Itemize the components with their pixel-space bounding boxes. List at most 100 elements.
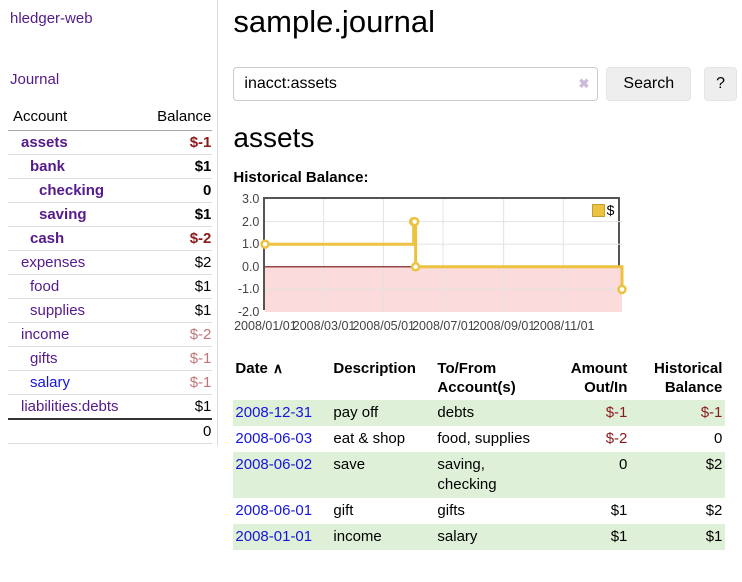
x-tick-label: 2008/11/01 [532, 319, 595, 333]
account-row: bank $1 [8, 154, 213, 179]
register-amount: $1 [610, 528, 628, 545]
register-accounts: gifts [437, 502, 465, 519]
account-link-supplies[interactable]: supplies [30, 302, 86, 319]
register-balance: $1 [705, 528, 723, 545]
account-link-expenses[interactable]: expenses [21, 254, 86, 271]
accounts-col-account: Account [8, 106, 141, 131]
register-date-link[interactable]: 2008-01-01 [235, 528, 313, 545]
register-header-row: Date ∧ Description To/From Account(s) Amo… [233, 357, 725, 400]
account-balance: $-1 [140, 370, 213, 395]
register-row: 2008-06-03 eat & shop food, supplies $-2 0 [233, 426, 725, 452]
accounts-col-balance: Balance [140, 106, 213, 131]
chart-title: Historical Balance: [233, 169, 369, 186]
account-link-food[interactable]: food [30, 278, 60, 295]
account-row: income $-2 [8, 322, 213, 347]
clear-search-icon[interactable]: ✖ [578, 76, 590, 91]
brand-link[interactable]: hledger-web [10, 10, 93, 27]
register-col-accounts: To/From Account(s) [437, 360, 516, 396]
account-row: gifts $-1 [8, 346, 213, 371]
account-cell: salary [8, 370, 141, 395]
account-cell: income [8, 322, 141, 347]
account-cell: expenses [8, 250, 141, 275]
account-cell: gifts [8, 346, 141, 371]
register-row: 2008-12-31 pay off debts $-1 $-1 [233, 400, 726, 426]
account-balance: $1 [140, 274, 213, 299]
account-link-cash[interactable]: cash [30, 230, 65, 247]
search-input[interactable] [233, 67, 599, 101]
register-description: eat & shop [333, 430, 406, 447]
account-cell: saving [8, 202, 141, 227]
x-tick-label: 2008/01/01 [234, 319, 297, 333]
register-date-link[interactable]: 2008-06-03 [235, 430, 313, 447]
sidebar-item-journal[interactable]: Journal [10, 71, 60, 88]
register-amount: 0 [619, 456, 628, 473]
account-link-saving[interactable]: saving [39, 206, 87, 223]
account-balance: $1 [140, 154, 213, 179]
account-link-salary[interactable]: salary [30, 374, 71, 391]
accounts-total-value: 0 [140, 418, 213, 444]
data-point-marker [410, 216, 420, 227]
data-point-marker [411, 262, 421, 272]
register-row: 2008-06-02 save saving, checking 0 $2 [233, 452, 726, 498]
y-tick-label: 2.0 [242, 214, 260, 229]
register-description: pay off [333, 404, 379, 421]
search-box: ✖ [233, 67, 599, 101]
y-tick-label: -2.0 [237, 305, 260, 319]
chart-plot-area[interactable]: $ [260, 197, 628, 312]
accounts-total-spacer [8, 418, 141, 444]
account-balance: $-1 [140, 346, 213, 371]
account-cell: food [8, 274, 141, 299]
account-balance: $-1 [140, 130, 213, 155]
register-date-link[interactable]: 2008-12-31 [235, 404, 313, 421]
register-balance: $2 [705, 456, 723, 473]
legend-label: $ [606, 202, 615, 218]
sidebar: hledger-web Journal Account Balance asse… [0, 0, 219, 446]
data-point-marker [260, 239, 271, 249]
account-heading: assets [233, 122, 315, 153]
register-description: income [333, 528, 382, 545]
y-tick-label: -1.0 [237, 282, 260, 297]
account-cell: supplies [8, 298, 141, 323]
register-date-link[interactable]: 2008-06-02 [235, 456, 313, 473]
x-tick-label: 2008/05/01 [352, 319, 416, 333]
register-date-link[interactable]: 2008-06-01 [235, 502, 313, 519]
main-content: sample.journal ✖ Search ? assets Histori… [218, 0, 742, 574]
accounts-header-row: Account Balance [8, 106, 213, 131]
y-tick-label: 1.0 [242, 237, 260, 252]
help-button[interactable]: ? [704, 67, 737, 101]
account-row: checking 0 [8, 178, 213, 203]
register-accounts: debts [437, 404, 475, 421]
sort-ascending-icon: ∧ [272, 360, 284, 376]
register-col-balance: Historical Balance [654, 360, 723, 396]
account-link-gifts[interactable]: gifts [30, 350, 58, 367]
register-row: 2008-06-01 gift gifts $1 $2 [233, 498, 725, 524]
register-balance: 0 [714, 430, 723, 447]
x-tick-label: 2008/07/01 [412, 319, 475, 333]
data-point-marker [617, 284, 628, 295]
register-date-cell: 2008-06-01 [233, 498, 331, 524]
account-cell: cash [8, 226, 141, 251]
register-balance: $-1 [700, 404, 723, 421]
register-date-cell: 2008-01-01 [233, 524, 331, 550]
register-description: gift [333, 502, 354, 519]
register-col-description: Description [333, 360, 416, 377]
chart-canvas [260, 199, 628, 312]
register-table: Date ∧ Description To/From Account(s) Amo… [233, 357, 726, 550]
search-row: ✖ Search ? [233, 67, 737, 101]
account-link-bank[interactable]: bank [30, 158, 66, 175]
account-link-income[interactable]: income [21, 326, 70, 343]
account-row: food $1 [8, 274, 213, 299]
account-balance: $-2 [140, 322, 213, 347]
account-link-checking[interactable]: checking [39, 182, 105, 199]
search-button[interactable]: Search [606, 67, 692, 101]
register-col-date[interactable]: Date ∧ [235, 360, 284, 377]
account-balance: 0 [140, 178, 213, 203]
y-tick-label: 3.0 [242, 192, 260, 206]
account-row: expenses $2 [8, 250, 213, 275]
account-link-liabilities-debts[interactable]: liabilities:debts [21, 398, 119, 415]
account-link-assets[interactable]: assets [21, 134, 68, 151]
account-balance: $1 [194, 398, 212, 415]
account-row: salary $-1 [8, 370, 213, 395]
register-accounts: salary [437, 528, 478, 545]
